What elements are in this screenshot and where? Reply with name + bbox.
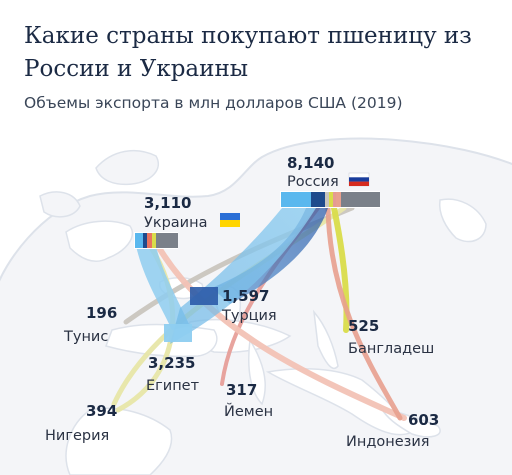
flow-ukraine-indonesia <box>155 243 407 421</box>
bangladesh-label: Бангладеш <box>348 341 434 357</box>
nigeria-value: 394 <box>86 402 117 420</box>
ukraine-flag-icon <box>220 213 240 227</box>
turkey-block <box>190 287 218 305</box>
yemen-value: 317 <box>226 381 257 399</box>
turkey-value: 1,597 <box>222 287 269 305</box>
russia-label: Россия <box>287 174 339 190</box>
yemen-label: Йемен <box>224 402 273 420</box>
ukraine-label: Украина <box>144 215 207 231</box>
tunisia-label: Тунис <box>63 329 108 345</box>
ukraine-export-bar <box>134 232 178 249</box>
flow-ukraine-egypt <box>136 246 190 330</box>
chart-title: Какие страны покупают пшеницу из России … <box>24 23 472 82</box>
russia-export-bar <box>280 191 380 208</box>
flow-russia-indonesia <box>325 205 403 421</box>
egypt-block <box>164 324 192 342</box>
tunisia-value: 196 <box>86 304 117 322</box>
flow-russia-bangladesh <box>331 205 350 333</box>
chart-subtitle: Объемы экспорта в млн долларов США (2019… <box>24 94 403 112</box>
bangladesh-value: 525 <box>348 317 379 335</box>
flow-russia-egypt <box>170 208 316 344</box>
russia-flag-icon <box>348 172 370 187</box>
nigeria-label: Нигерия <box>45 428 109 444</box>
egypt-label: Египет <box>146 378 200 394</box>
turkey-label: Турция <box>221 308 277 324</box>
indonesia-value: 603 <box>408 411 439 429</box>
ukraine-value: 3,110 <box>144 194 191 212</box>
indonesia-label: Индонезия <box>346 434 429 450</box>
russia-value: 8,140 <box>287 154 334 172</box>
egypt-value: 3,235 <box>148 354 195 372</box>
